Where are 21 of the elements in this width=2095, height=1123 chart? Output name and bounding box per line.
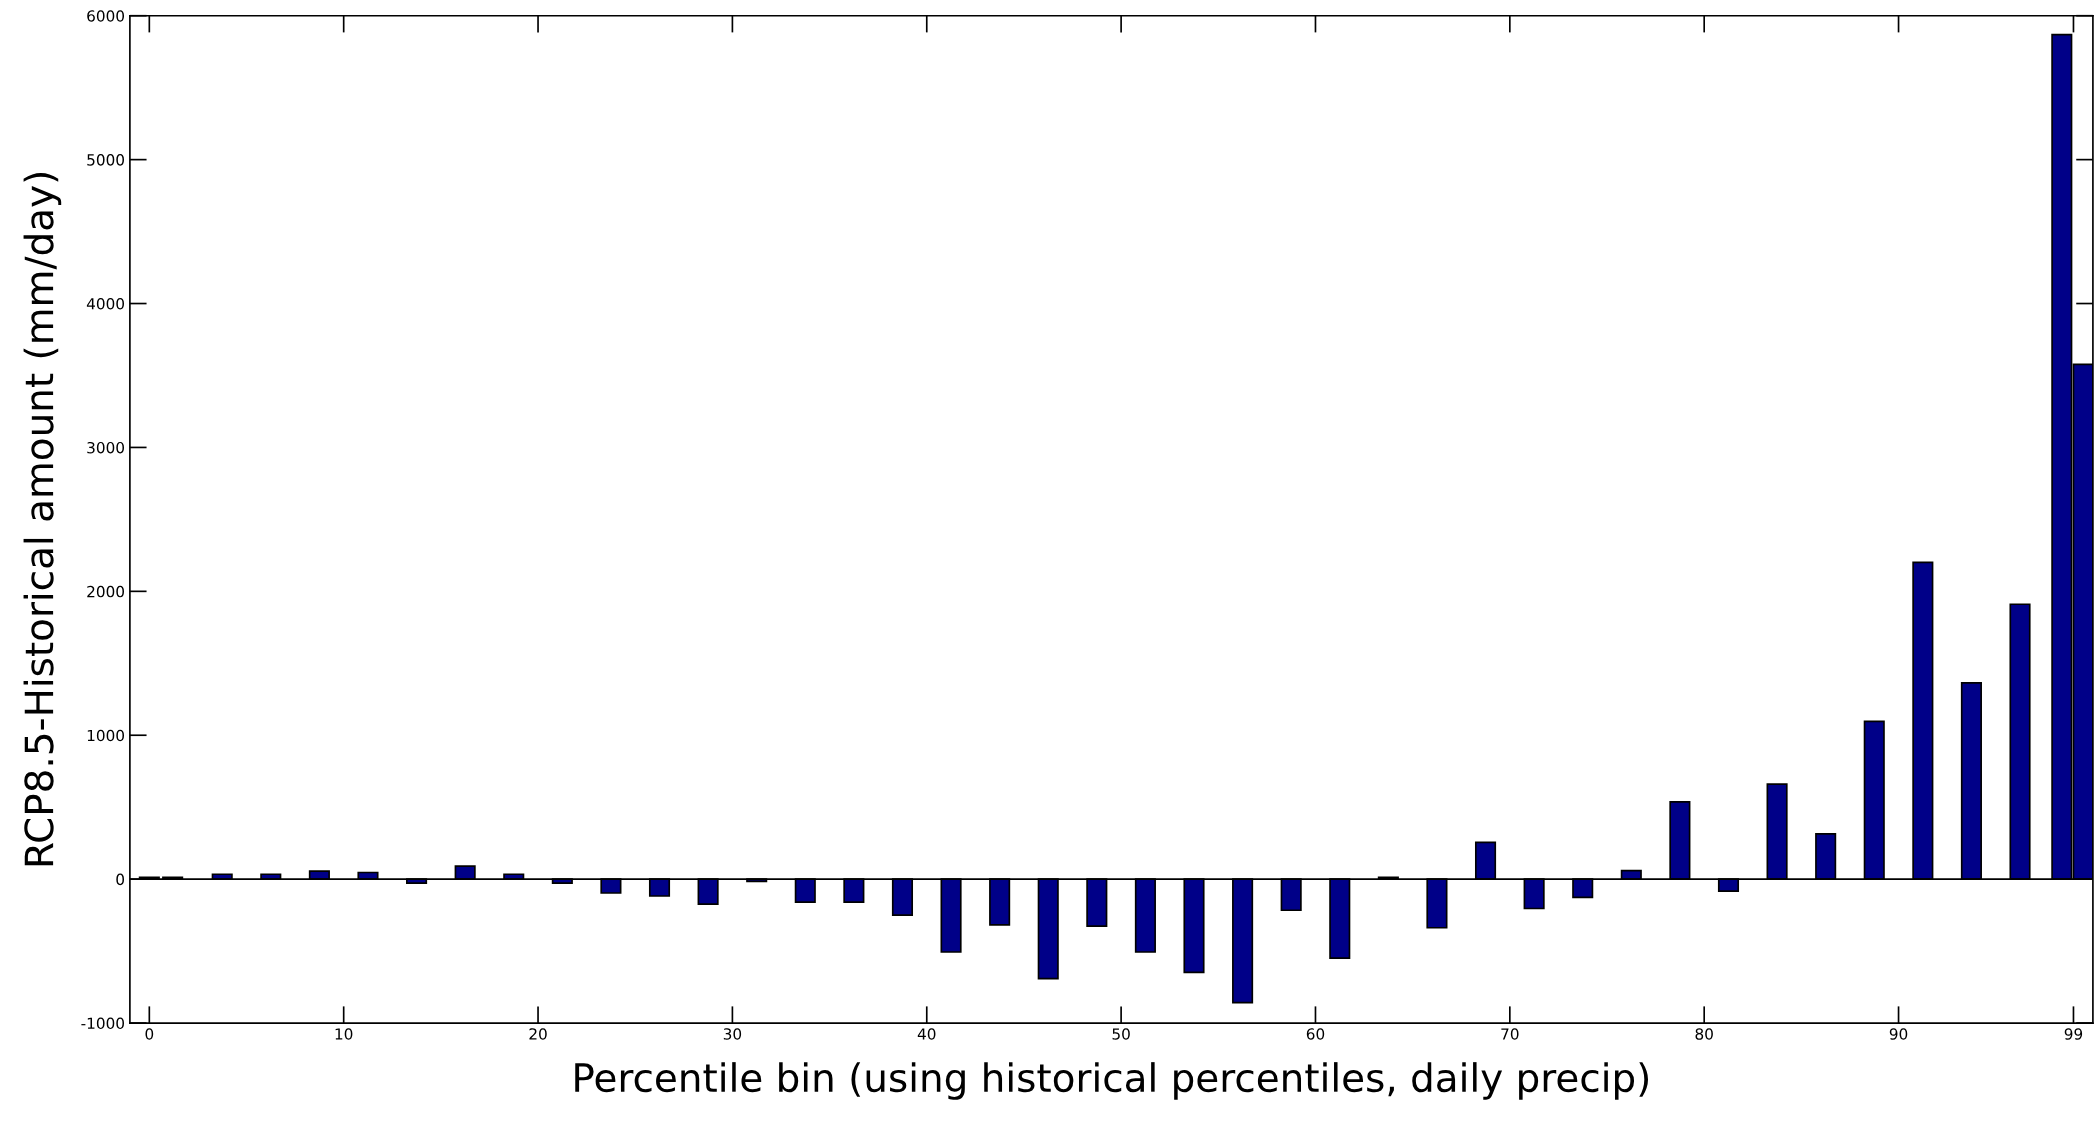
x-tick-label: 10 xyxy=(335,1028,353,1040)
x-tick-label: 20 xyxy=(529,1028,547,1040)
x-tick-label: 50 xyxy=(1112,1028,1130,1040)
x-tick-label: 60 xyxy=(1306,1028,1325,1040)
y-tick-label: 3000 xyxy=(87,441,125,454)
x-tick-label: 0 xyxy=(145,1028,154,1040)
y-tick-label: 5000 xyxy=(87,154,125,166)
x-tick-label: 99 xyxy=(2064,1028,2083,1040)
x-tick-label: 90 xyxy=(1889,1028,1908,1040)
x-axis-title: Percentile bin (using historical percentiles, daily precip) xyxy=(575,1062,1649,1100)
x-tick-label: 40 xyxy=(917,1028,936,1040)
y-tick-label: 0 xyxy=(116,873,125,886)
x-tick-label: 70 xyxy=(1501,1028,1519,1040)
x-tick-label: 30 xyxy=(723,1028,742,1040)
y-tick-label: 1000 xyxy=(87,729,125,742)
y-tick-label: 4000 xyxy=(86,298,125,310)
x-tick-label: 80 xyxy=(1695,1028,1713,1040)
y-tick-label: 6000 xyxy=(87,10,125,22)
y-tick-label: 2000 xyxy=(87,585,125,598)
y-axis-title: RCP8.5-Historical amount (mm/day) xyxy=(23,173,62,866)
y-tick-label: -1000 xyxy=(81,1017,125,1030)
